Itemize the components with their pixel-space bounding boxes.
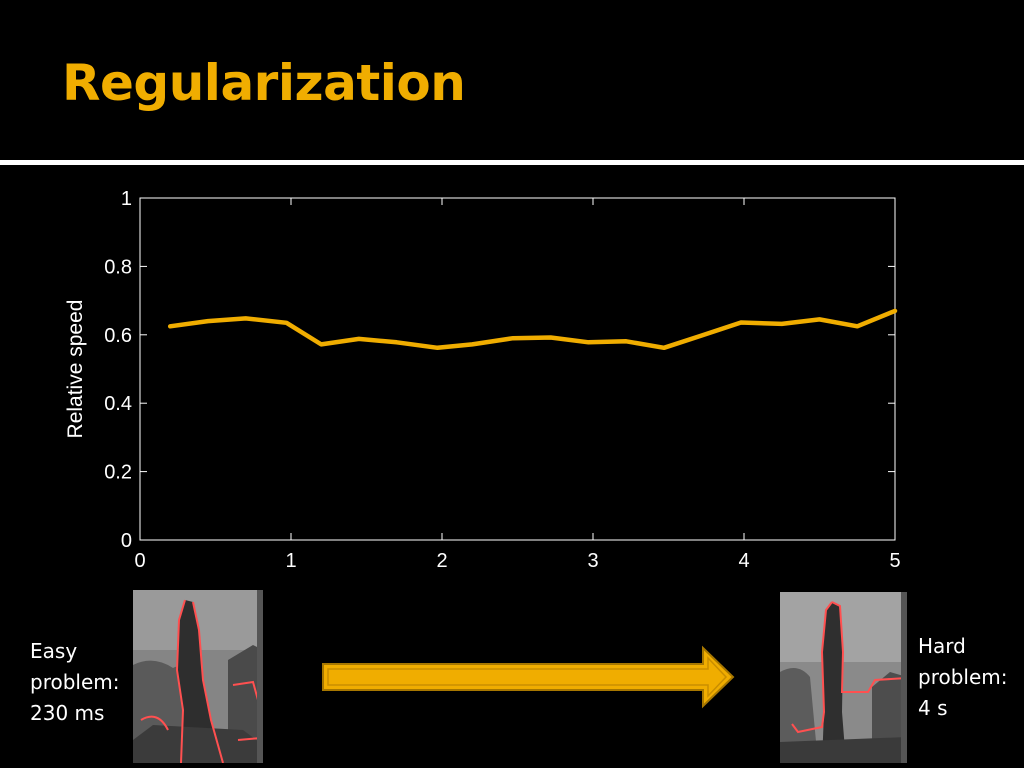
y-tick-label: 1 [121,188,132,210]
x-tick-label: 3 [587,550,598,572]
y-tick-label: 0.6 [104,325,132,347]
hard-problem-caption: Hard problem: 4 s [918,631,1008,724]
y-tick-label: 0.2 [104,462,132,484]
x-tick-label: 5 [889,550,900,572]
hard-caption-line-2: problem: [918,665,1008,689]
easy-caption-line-1: Easy [30,639,78,663]
slide-title: Regularization [62,54,466,112]
y-tick-label: 0.4 [104,393,132,415]
hard-caption-line-3: 4 s [918,696,948,720]
plot-frame [139,197,896,541]
right-arrow-icon [322,645,735,709]
y-tick-label: 0 [121,530,132,552]
speed-series-line [167,308,898,351]
y-tick-label: 0.8 [104,256,132,278]
x-tick-label: 4 [738,550,749,572]
relative-speed-chart: 0 1 2 3 4 5 0 0.2 0.4 0.6 0.8 1 Relative speed [64,188,901,572]
x-tick-label: 1 [285,550,296,572]
x-tick-label: 0 [134,550,145,572]
easy-caption-line-2: problem: [30,670,120,694]
easy-problem-image [133,590,263,763]
hard-caption-line-1: Hard [918,634,966,658]
y-axis-label: Relative speed [64,300,87,439]
title-divider [0,160,1024,165]
easy-caption-line-3: 230 ms [30,701,105,725]
easy-problem-caption: Easy problem: 230 ms [30,636,120,729]
x-tick-label: 2 [436,550,447,572]
hard-problem-image [780,592,907,763]
